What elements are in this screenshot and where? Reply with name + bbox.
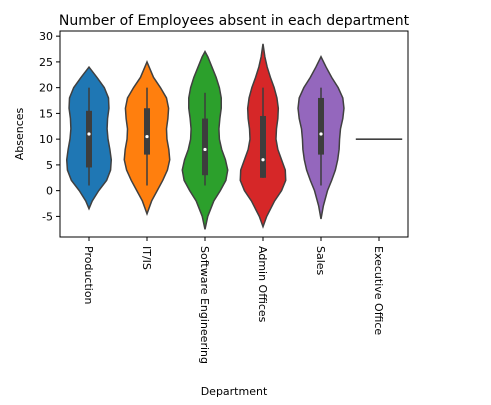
violin-box <box>260 115 266 178</box>
violin-median <box>87 132 91 136</box>
violin-box <box>318 97 324 155</box>
violin-box <box>202 118 208 176</box>
y-tick-label: 5 <box>46 159 53 172</box>
x-tick-label: IT/IS <box>140 246 153 270</box>
violin-median <box>145 134 149 139</box>
x-tick-label: Production <box>82 246 95 305</box>
y-tick-label: 10 <box>39 133 53 146</box>
x-tick-label: Software Engineering <box>198 246 211 364</box>
violin-median <box>203 147 207 152</box>
y-tick-label: -5 <box>42 210 53 223</box>
x-tick-label: Admin Offices <box>256 246 269 323</box>
violin-box <box>144 108 150 155</box>
violin-box <box>86 110 92 168</box>
y-axis-label: Absences <box>13 107 26 160</box>
plot-frame <box>59 30 409 238</box>
violin-layer <box>65 43 403 230</box>
x-axis-label: Department <box>201 385 268 398</box>
violin-median <box>261 158 265 162</box>
x-tick-label: Executive Office <box>372 246 385 335</box>
y-tick-label: 25 <box>39 56 53 69</box>
x-axis: Production IT/IS Software Engineering Admin… <box>82 237 385 364</box>
y-tick-label: 30 <box>39 30 53 43</box>
y-tick-label: 15 <box>39 107 53 120</box>
y-tick-label: 0 <box>46 185 53 198</box>
violin-median <box>319 132 323 136</box>
x-tick-label: Sales <box>314 246 327 276</box>
chart-title: Number of Employees absent in each depar… <box>59 13 410 29</box>
y-axis: -5 0 5 10 15 20 25 30 <box>39 30 60 223</box>
y-tick-label: 20 <box>39 82 53 95</box>
